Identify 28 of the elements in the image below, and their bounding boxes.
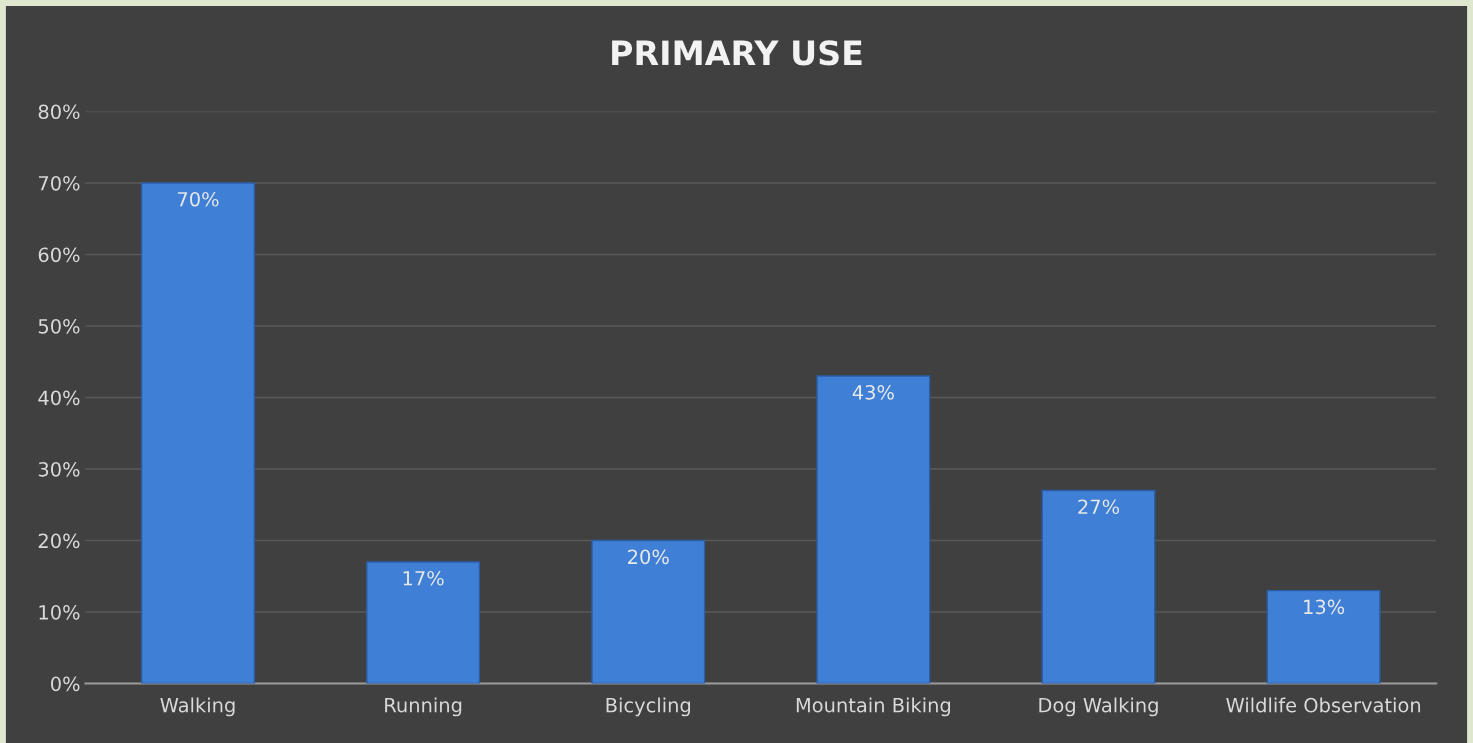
x-tick-label: Mountain Biking xyxy=(796,697,951,717)
data-label: 70% xyxy=(177,191,219,207)
y-tick-label: 70% xyxy=(38,175,80,191)
bar xyxy=(366,561,481,684)
y-tick-label: 0% xyxy=(51,676,80,692)
y-tick-label: 20% xyxy=(38,533,80,549)
y-tick-label: 50% xyxy=(38,318,80,334)
bar xyxy=(141,182,255,684)
chart-title: PRIMARY USE xyxy=(612,40,862,66)
data-label: 17% xyxy=(403,570,444,586)
data-label: 13% xyxy=(1304,599,1345,615)
bar xyxy=(591,539,706,684)
x-tick-label: Dog Walking xyxy=(1039,697,1158,717)
bar xyxy=(1041,489,1156,684)
y-tick-label: 60% xyxy=(38,247,80,263)
x-tick-label: Walking xyxy=(160,697,235,717)
x-tick-label: Wildlife Observation xyxy=(1226,697,1421,713)
bar xyxy=(816,375,931,684)
bar xyxy=(1266,589,1381,684)
x-tick-label: Bicycling xyxy=(606,697,691,717)
y-tick-label: 30% xyxy=(38,461,80,477)
x-tick-label: Running xyxy=(385,697,462,717)
data-label: 20% xyxy=(628,549,669,565)
data-label: 43% xyxy=(852,384,894,400)
data-label: 27% xyxy=(1078,499,1120,515)
y-tick-label: 80% xyxy=(38,104,80,120)
y-tick-label: 10% xyxy=(39,605,80,620)
y-tick-label: 40% xyxy=(38,390,80,406)
